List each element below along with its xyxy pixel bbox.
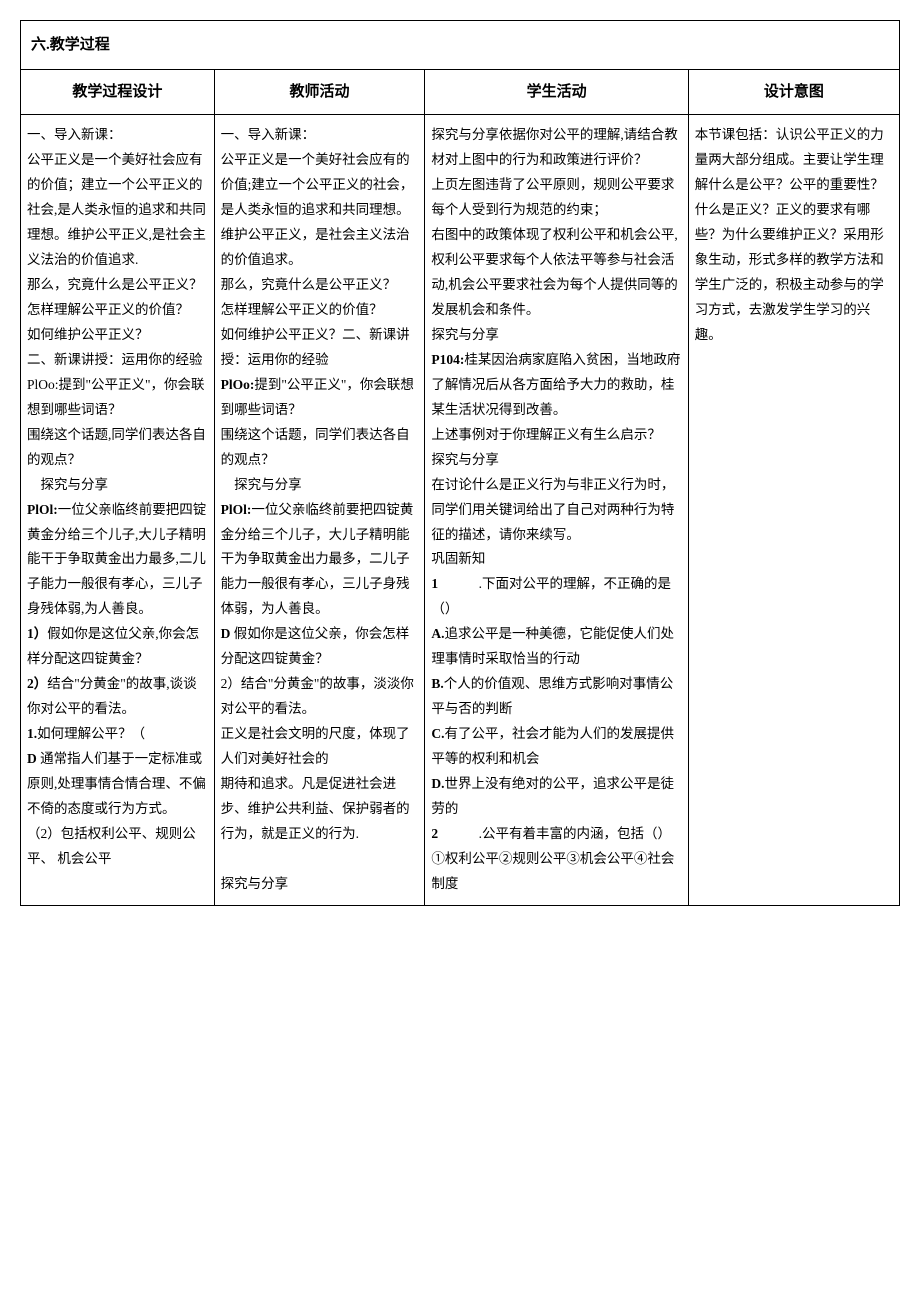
text: 那么，究竟什么是公平正义？ <box>221 277 397 292</box>
text: 本节课包括：认识公平正义的力量两大部分组成。主要让学生理解什么是公平？公平的重要… <box>695 127 884 342</box>
label: D <box>221 626 234 641</box>
text: 一、导入新课： <box>27 127 122 142</box>
text: 2）结合"分黄金"的故事，淡淡你对公平的看法。 <box>221 676 414 716</box>
text: 在讨论什么是正义行为与非正义行为时，同学们用关键词给出了自己对两种行为特征的描述… <box>431 477 674 542</box>
section-title: 六.教学过程 <box>21 21 899 70</box>
text: 通常指人们基于一定标准或原则,处理事情合情合理、不偏不倚的态度或行为方式。 <box>27 751 206 816</box>
label: PlOl: <box>27 502 58 517</box>
text: 探究与分享 <box>221 477 302 492</box>
text: 怎样理解公平正义的价值？ <box>27 302 189 317</box>
label: PlOo: <box>221 377 255 392</box>
label: D <box>27 751 40 766</box>
text: 探究与分享依据你对公平的理解,请结合教材对上图中的行为和政策进行评价？ <box>431 127 677 167</box>
lesson-table: 教学过程设计 教师活动 学生活动 设计意图 一、导入新课： 公平正义是一个美好社… <box>21 70 899 905</box>
cell-teacher: 一、导入新课： 公平正义是一个美好社会应有的价值;建立一个公平正义的社会，是人类… <box>214 115 425 906</box>
text: 如何维护公平正义？二、新课讲授：运用你的经验 <box>221 327 410 367</box>
text: 一、导入新课： <box>221 127 316 142</box>
text: 追求公平是一种美德，它能促使人们处理事情时采取恰当的行动 <box>431 626 674 666</box>
label: 2） <box>27 676 47 691</box>
label: 1. <box>27 726 37 741</box>
text: 围绕这个话题，同学们表达各自的观点？ <box>221 427 410 467</box>
header-intent: 设计意图 <box>688 70 899 115</box>
label: PlOl: <box>221 502 252 517</box>
text: 如何理解公平？（ <box>37 726 145 741</box>
table-header-row: 教学过程设计 教师活动 学生活动 设计意图 <box>21 70 899 115</box>
label: P104: <box>431 352 464 367</box>
text: 那么，究竟什么是公平正义？ <box>27 277 203 292</box>
table-row: 一、导入新课： 公平正义是一个美好社会应有的价值；建立一个公平正义的社会,是人类… <box>21 115 899 906</box>
text: 怎样理解公平正义的价值？ <box>221 302 383 317</box>
cell-design: 一、导入新课： 公平正义是一个美好社会应有的价值；建立一个公平正义的社会,是人类… <box>21 115 214 906</box>
text: 有了公平，社会才能为人们的发展提供平等的权利和机会 <box>431 726 674 766</box>
text: 桂某因治病家庭陷入贫困，当地政府了解情况后从各方面给予大力的救助，桂某生活状况得… <box>431 352 680 417</box>
label: 1） <box>27 626 47 641</box>
text: 一位父亲临终前要把四锭黄金分给三个儿子,大儿子精明能干于争取黄金出力最多,二儿子… <box>27 502 206 617</box>
text: .公平有着丰富的内涵，包括（） <box>438 826 671 841</box>
text: 围绕这个话题,同学们表达各自的观点？ <box>27 427 206 467</box>
text: 假如你是这位父亲，你会怎样分配这四锭黄金？ <box>221 626 410 666</box>
text: 公平正义是一个美好社会应有的价值;建立一个公平正义的社会，是人类永恒的追求和共同… <box>221 152 414 267</box>
text: 期待和追求。凡是促进社会进步、维护公共利益、保护弱者的行为，就是正义的行为. <box>221 776 410 841</box>
text: .下面对公平的理解，不正确的是（） <box>431 576 671 616</box>
lesson-plan-page: 六.教学过程 教学过程设计 教师活动 学生活动 设计意图 一、导入新课： 公平正… <box>20 20 900 906</box>
text: 结合"分黄金"的故事,谈谈你对公平的看法。 <box>27 676 197 716</box>
opt-label: D. <box>431 776 444 791</box>
text: 右图中的政策体现了权利公平和机会公平,权利公平要求每个人依法平等参与社会活动,机… <box>431 227 677 317</box>
header-teacher: 教师活动 <box>214 70 425 115</box>
text: 探究与分享 <box>27 477 108 492</box>
text: 个人的价值观、思维方式影响对事情公平与否的判断 <box>431 676 673 716</box>
header-design: 教学过程设计 <box>21 70 214 115</box>
cell-student: 探究与分享依据你对公平的理解,请结合教材对上图中的行为和政策进行评价？ 上页左图… <box>425 115 688 906</box>
text: 世界上没有绝对的公平，追求公平是徒劳的 <box>431 776 674 816</box>
text: 巩固新知 <box>431 551 485 566</box>
opt-label: A. <box>431 626 444 641</box>
text: 正义是社会文明的尺度，体现了人们对美好社会的 <box>221 726 410 766</box>
text: 公平正义是一个美好社会应有的价值；建立一个公平正义的社会,是人类永恒的追求和共同… <box>27 152 206 267</box>
text: 假如你是这位父亲,你会怎样分配这四锭黄金？ <box>27 626 199 666</box>
text: （2）包括权利公平、规则公平、 机会公平 <box>27 826 196 866</box>
text: ①权利公平②规则公平③机会公平④社会制度 <box>431 851 674 891</box>
text: 上述事例对于你理解正义有生么启示？ <box>431 427 661 442</box>
text: 一位父亲临终前要把四锭黄金分给三个儿子，大儿子精明能干为争取黄金出力最多，二儿子… <box>221 502 414 617</box>
text: 探究与分享 <box>431 452 499 467</box>
text: 探究与分享 <box>431 327 499 342</box>
opt-label: B. <box>431 676 443 691</box>
header-student: 学生活动 <box>425 70 688 115</box>
text: 上页左图违背了公平原则，规则公平要求每个人受到行为规范的约束； <box>431 177 674 217</box>
text: 二、新课讲授：运用你的经验 PlOo:提到"公平正义"，你会联想到哪些词语？ <box>27 352 205 417</box>
text: 如何维护公平正义？ <box>27 327 149 342</box>
opt-label: C. <box>431 726 444 741</box>
cell-intent: 本节课包括：认识公平正义的力量两大部分组成。主要让学生理解什么是公平？公平的重要… <box>688 115 899 906</box>
text: 探究与分享 <box>221 876 289 891</box>
